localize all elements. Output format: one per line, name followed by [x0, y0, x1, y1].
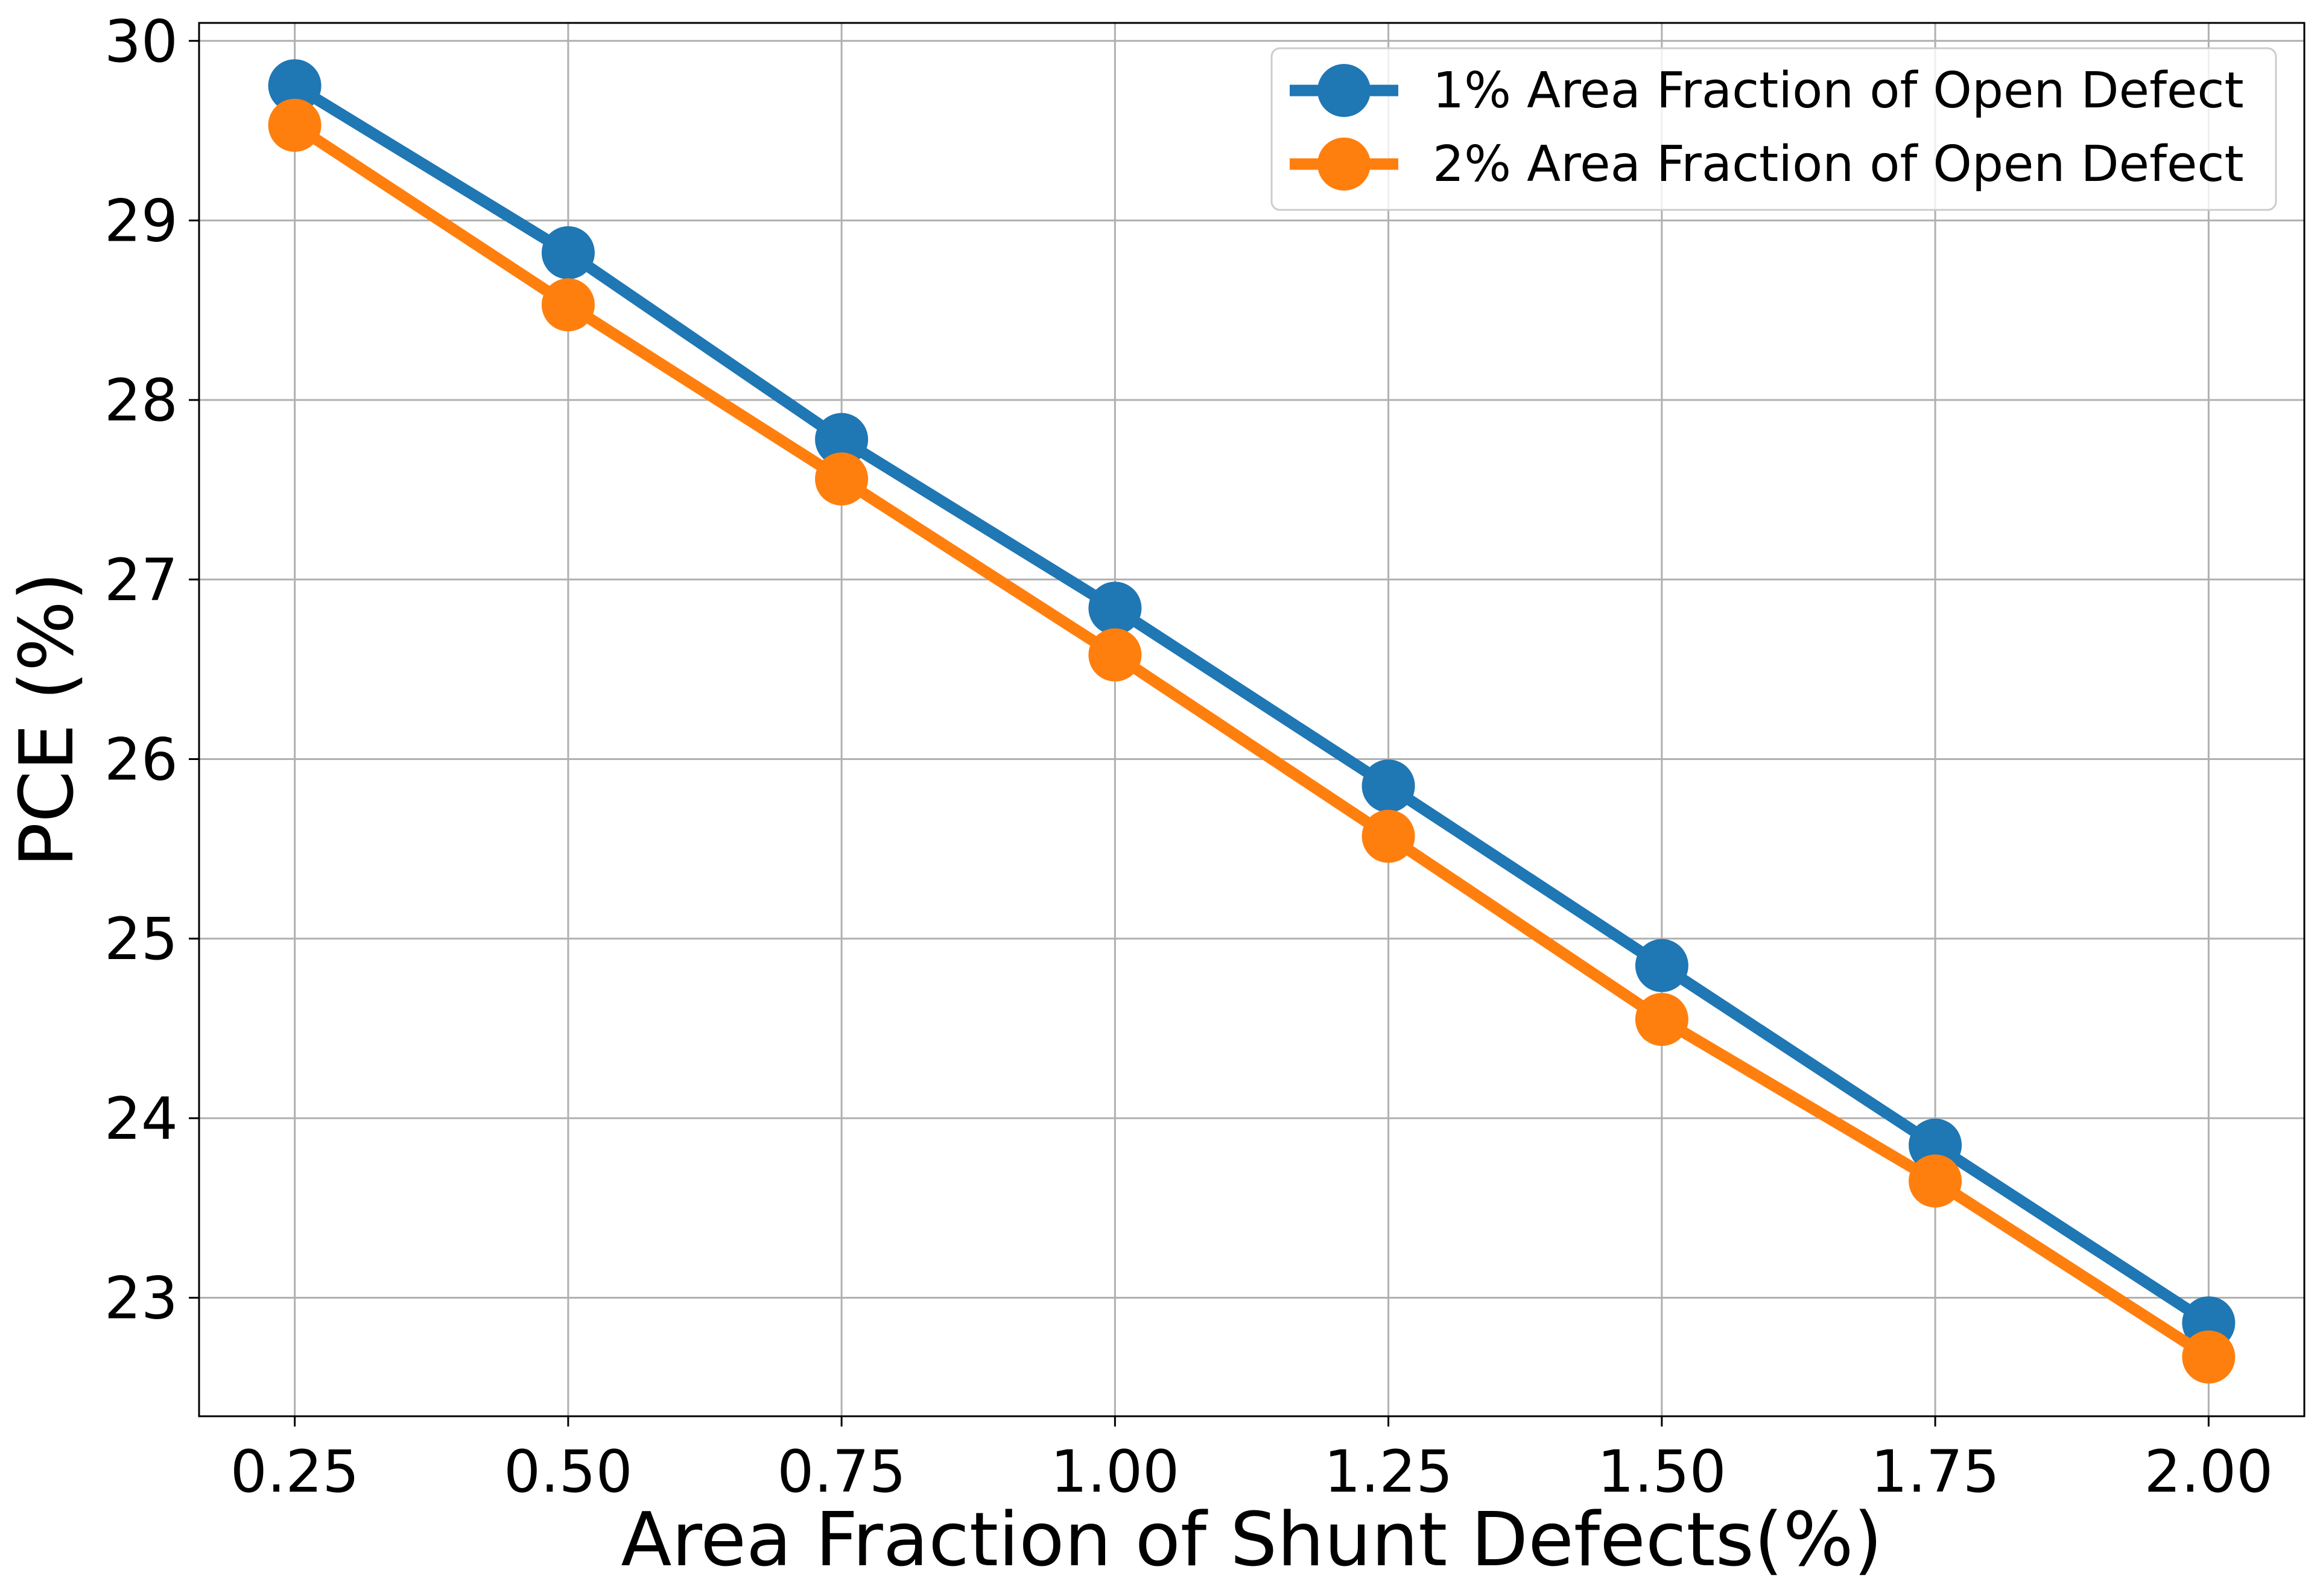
plot-area	[199, 23, 2304, 1416]
x-tick-label: 1.50	[1597, 1438, 1726, 1506]
y-tick-label: 26	[104, 726, 178, 793]
data-point	[1361, 809, 1415, 863]
data-point	[1361, 759, 1415, 813]
series-line-2	[291, 120, 2212, 1362]
x-axis-label: Area Fraction of Shunt Defects(%)	[621, 1497, 1882, 1583]
legend-swatch-marker-2	[1317, 138, 1371, 191]
x-tick-label: 1.00	[1051, 1438, 1180, 1506]
legend-label-2: 2% Area Fraction of Open Defect	[1433, 136, 2244, 193]
legend-swatch-marker-1	[1317, 64, 1371, 117]
y-tick-label: 29	[104, 187, 178, 255]
x-tick-label: 0.50	[504, 1438, 633, 1506]
data-point	[815, 413, 869, 466]
data-point	[268, 98, 322, 152]
x-tick-label: 1.25	[1324, 1438, 1453, 1506]
grid	[199, 23, 2304, 1416]
y-tick-label: 25	[104, 905, 178, 973]
x-tick-label: 0.25	[230, 1438, 360, 1506]
data-point	[1088, 628, 1142, 682]
legend-entry-1: 1% Area Fraction of Open Defect	[1290, 62, 2244, 119]
data-point	[815, 452, 869, 506]
y-axis-label: PCE (%)	[4, 572, 90, 867]
x-tick-label: 0.75	[777, 1438, 906, 1506]
y-axis-ticks: 23 24 25 26 27 28 29 30	[104, 8, 199, 1332]
legend-frame	[1270, 47, 2277, 211]
series-2	[268, 98, 2236, 1384]
data-point	[1088, 581, 1142, 635]
legend-entry-2: 2% Area Fraction of Open Defect	[1290, 136, 2244, 193]
data-point	[541, 226, 595, 279]
y-tick-label: 27	[104, 546, 178, 614]
data-point	[1635, 939, 1688, 992]
legend-label-1: 1% Area Fraction of Open Defect	[1433, 62, 2244, 119]
y-tick-label: 30	[104, 8, 178, 75]
data-point	[2182, 1330, 2236, 1384]
series-line-1	[291, 81, 2212, 1328]
y-tick-label: 23	[104, 1265, 178, 1332]
data-point	[268, 59, 322, 113]
x-tick-label: 1.75	[1871, 1438, 2000, 1506]
data-point	[1635, 993, 1688, 1047]
x-axis-ticks: 0.25 0.50 0.75 1.00 1.25 1.50 1.75 2.00	[230, 1416, 2273, 1506]
y-tick-label: 28	[104, 367, 178, 434]
plot-frame	[198, 22, 2306, 1417]
series-layer	[268, 59, 2236, 1384]
legend: 1% Area Fraction of Open Defect 2% Area …	[1270, 47, 2277, 211]
data-point	[1909, 1154, 1962, 1208]
data-point	[541, 278, 595, 332]
x-tick-label: 2.00	[2144, 1438, 2273, 1506]
y-tick-label: 24	[104, 1085, 178, 1153]
